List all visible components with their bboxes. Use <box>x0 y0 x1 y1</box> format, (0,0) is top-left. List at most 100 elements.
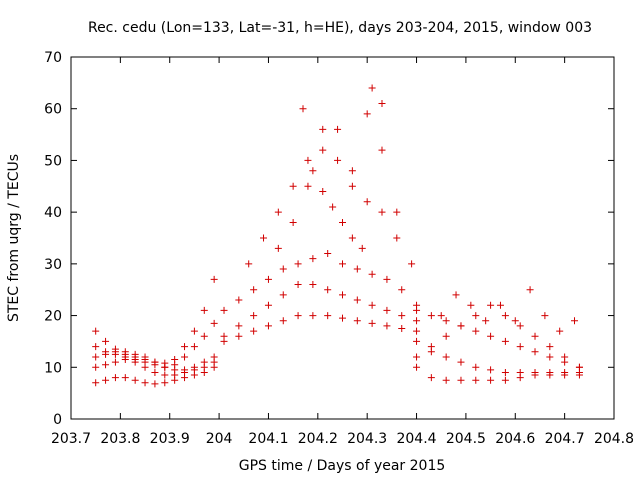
data-point <box>501 312 509 320</box>
data-point <box>264 322 272 330</box>
data-point <box>546 371 554 379</box>
data-point <box>92 363 100 371</box>
y-axis: 0 10 20 30 40 50 60 70 <box>44 50 614 428</box>
data-point <box>472 376 480 384</box>
data-point <box>151 380 159 388</box>
data-point <box>437 312 445 320</box>
data-point <box>487 366 495 374</box>
x-tick-label: 204.5 <box>446 431 486 447</box>
data-point <box>516 322 524 330</box>
data-point <box>190 327 198 335</box>
data-point <box>427 312 435 320</box>
data-point <box>383 306 391 314</box>
data-point <box>413 317 421 325</box>
data-point <box>353 317 361 325</box>
data-point <box>250 286 258 294</box>
data-point <box>472 312 480 320</box>
data-point <box>151 358 159 366</box>
data-point <box>200 306 208 314</box>
data-point <box>383 322 391 330</box>
data-point <box>368 301 376 309</box>
data-point <box>210 275 218 283</box>
x-tick-label: 204.7 <box>545 431 585 447</box>
data-point <box>274 208 282 216</box>
data-point <box>131 376 139 384</box>
data-point <box>413 337 421 345</box>
data-point <box>304 156 312 164</box>
data-point <box>92 327 100 335</box>
data-point <box>235 322 243 330</box>
data-point <box>181 374 189 382</box>
data-point <box>487 332 495 340</box>
data-point <box>319 125 327 133</box>
x-tick-label: 204.4 <box>396 431 436 447</box>
data-point <box>368 84 376 92</box>
data-point <box>294 312 302 320</box>
data-point <box>289 182 297 190</box>
data-point <box>487 376 495 384</box>
data-point <box>398 286 406 294</box>
x-tick-label: 204 <box>206 431 233 447</box>
x-tick-label: 204.3 <box>347 431 387 447</box>
data-point <box>531 332 539 340</box>
data-point <box>245 260 253 268</box>
data-point <box>171 376 179 384</box>
data-point <box>260 234 268 242</box>
data-point <box>329 203 337 211</box>
data-point <box>413 353 421 361</box>
data-point <box>111 374 119 382</box>
data-point <box>304 182 312 190</box>
y-tick-label: 40 <box>44 205 62 221</box>
data-point <box>250 327 258 335</box>
data-point <box>501 337 509 345</box>
data-point <box>561 353 569 361</box>
data-point <box>427 343 435 351</box>
data-point <box>309 281 317 289</box>
data-point <box>457 376 465 384</box>
data-point <box>531 371 539 379</box>
data-point <box>398 325 406 332</box>
data-point <box>131 350 139 358</box>
data-point <box>442 353 450 361</box>
data-point <box>408 260 416 268</box>
data-point <box>220 332 228 340</box>
data-point <box>309 167 317 175</box>
data-point <box>575 371 583 379</box>
data-point <box>511 317 519 325</box>
data-point <box>92 343 100 351</box>
data-point <box>526 286 534 294</box>
data-point <box>334 125 342 133</box>
data-point <box>501 376 509 384</box>
data-point <box>102 337 110 345</box>
data-point <box>279 317 287 325</box>
x-axis: 203.7 203.8 203.9 204 204.1 204.2 204.3 204.4 20… <box>51 57 634 447</box>
data-point <box>363 198 371 206</box>
data-point <box>111 358 119 366</box>
data-point <box>299 105 307 113</box>
data-point <box>210 319 218 327</box>
data-point <box>339 218 346 226</box>
x-tick-label: 204.2 <box>298 431 338 447</box>
data-point <box>363 110 371 118</box>
data-point <box>546 343 554 351</box>
x-tick-label: 204.6 <box>495 431 535 447</box>
data-point <box>457 358 465 366</box>
data-point <box>378 208 386 216</box>
data-point <box>334 156 342 164</box>
data-point <box>467 301 475 309</box>
y-tick-label: 20 <box>44 309 62 325</box>
data-point <box>324 250 332 258</box>
x-tick-label: 204.8 <box>594 431 634 447</box>
data-point <box>413 363 421 371</box>
data-point <box>413 306 421 314</box>
data-point <box>220 306 228 314</box>
data-point <box>571 317 579 325</box>
data-point <box>121 374 129 382</box>
data-point <box>102 376 110 384</box>
data-point <box>309 255 317 263</box>
data-point <box>141 353 149 361</box>
y-tick-label: 10 <box>44 360 62 376</box>
data-point <box>141 363 149 371</box>
data-point <box>358 244 366 252</box>
data-point <box>264 301 272 309</box>
